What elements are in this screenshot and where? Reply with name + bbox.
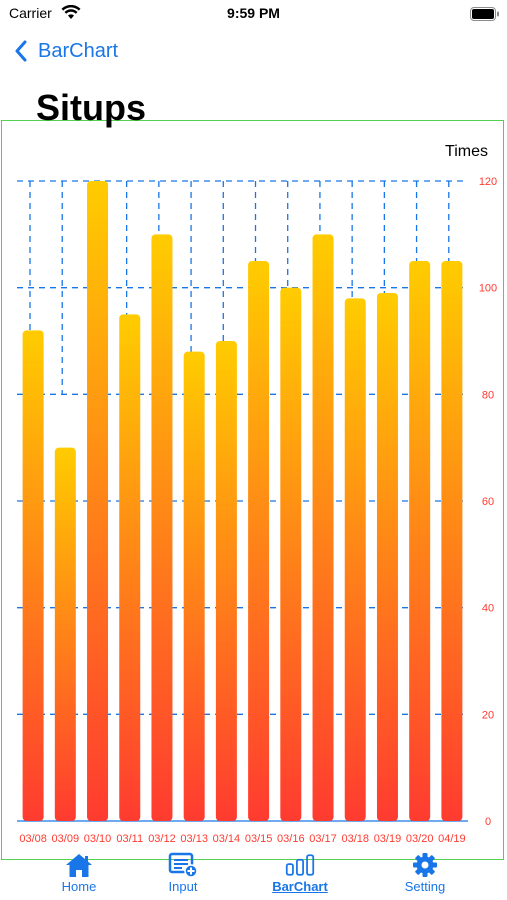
x-tick-label: 03/09	[52, 833, 80, 845]
y-tick-label: 0	[485, 816, 491, 828]
status-bar: Carrier 9:59 PM	[0, 0, 507, 30]
x-tick-label: 03/11	[116, 833, 143, 845]
tab-home[interactable]: Home	[29, 848, 129, 900]
bar-03/11[interactable]	[119, 314, 141, 821]
y-tick-label: 100	[479, 283, 497, 295]
y-axis-label: Times	[445, 143, 488, 160]
y-tick-label: 80	[482, 389, 494, 401]
bar-03/14[interactable]	[215, 341, 237, 821]
x-tick-label: 03/17	[309, 833, 337, 845]
bar-03/09[interactable]	[54, 447, 76, 821]
bar-04/19[interactable]	[441, 261, 463, 821]
y-tick-label: 120	[479, 176, 497, 188]
house-icon	[66, 854, 92, 877]
x-tick-label: 03/16	[277, 833, 305, 845]
bar-03/18[interactable]	[344, 298, 366, 821]
x-tick-label: 03/15	[245, 833, 273, 845]
tab-input-label: Input	[168, 879, 198, 894]
bar-03/12[interactable]	[151, 234, 173, 821]
bar-03/13[interactable]	[183, 351, 205, 821]
back-button-label: BarChart	[38, 39, 119, 62]
y-tick-label: 60	[482, 496, 494, 508]
back-button[interactable]: BarChart	[14, 36, 118, 66]
tab-barchart[interactable]: BarChart	[250, 848, 350, 900]
x-tick-label: 03/14	[213, 833, 241, 845]
status-time: 9:59 PM	[227, 5, 280, 21]
tab-barchart-label: BarChart	[272, 879, 328, 894]
wifi-icon	[61, 5, 81, 19]
x-tick-label: 03/08	[19, 833, 47, 845]
chart-container: 03/08 03/09 03/10 03/11 03/12 03/13 03/14 03/15…	[1, 120, 504, 860]
bar-03/10[interactable]	[87, 181, 109, 821]
tab-setting-label: Setting	[404, 879, 446, 894]
bar-03/15[interactable]	[248, 261, 270, 821]
x-tick-label: 03/13	[180, 833, 208, 845]
tab-setting[interactable]: Setting	[375, 848, 475, 900]
tab-home-label: Home	[61, 879, 97, 894]
bar-chart: 03/08 03/09 03/10 03/11 03/12 03/13 03/14 03/15…	[17, 143, 497, 845]
x-tick-label: 03/18	[341, 833, 369, 845]
gear-icon	[413, 853, 437, 877]
carrier-label: Carrier	[9, 5, 52, 21]
x-tick-label: 04/19	[438, 833, 466, 845]
tab-bar: Home Input BarChart	[0, 848, 507, 900]
x-tick-label: 03/20	[406, 833, 434, 845]
chevron-left-icon	[15, 40, 27, 62]
x-tick-label: 03/10	[84, 833, 112, 845]
bar-chart-icon	[285, 854, 315, 876]
y-tick-label: 20	[482, 709, 494, 721]
bar-03/17[interactable]	[312, 234, 334, 821]
form-add-icon	[168, 852, 198, 878]
page-title: Situps	[36, 87, 147, 128]
bar-03/20[interactable]	[409, 261, 431, 821]
bar-03/19[interactable]	[376, 293, 398, 821]
tab-input[interactable]: Input	[133, 848, 233, 900]
bar-03/16[interactable]	[280, 287, 302, 821]
x-tick-label: 03/19	[374, 833, 402, 845]
y-tick-label: 40	[482, 603, 494, 615]
x-tick-label: 03/12	[148, 833, 176, 845]
battery-icon	[470, 7, 499, 21]
bar-03/08[interactable]	[22, 330, 44, 821]
